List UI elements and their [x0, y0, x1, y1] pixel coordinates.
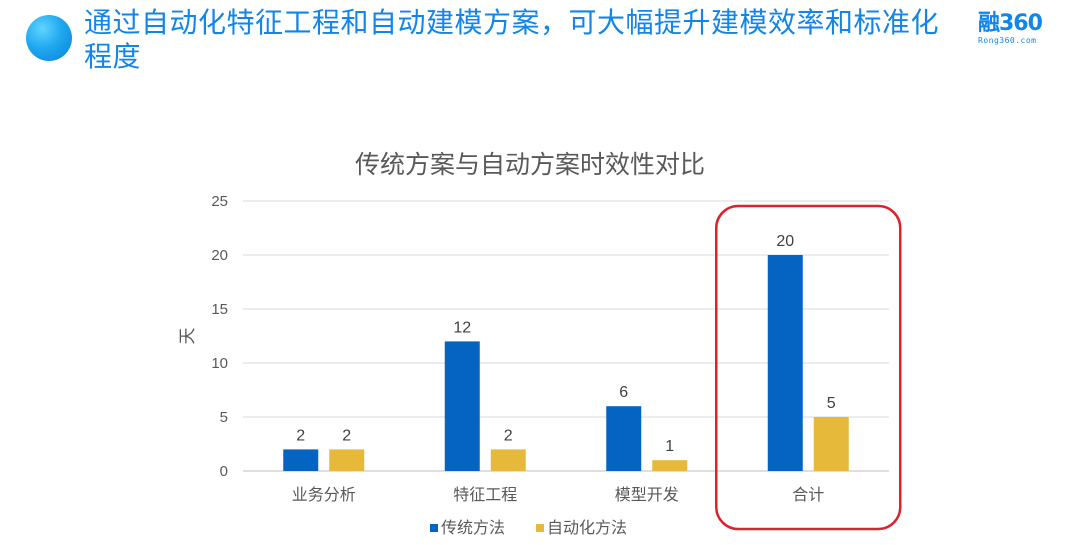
legend: 传统方法 自动化方法: [430, 518, 627, 537]
y-tick-label: 0: [220, 463, 228, 480]
data-label: 2: [342, 427, 351, 444]
data-label: 2: [504, 427, 513, 444]
y-tick-label: 5: [220, 409, 228, 426]
y-axis-ticks: 0 5 10 15 20 25: [211, 193, 228, 480]
data-label: 12: [453, 319, 471, 336]
x-category-label: 业务分析: [292, 485, 356, 504]
x-category-label: 特征工程: [453, 485, 517, 504]
title-bullet-icon: [26, 15, 72, 61]
chart-title: 传统方案与自动方案时效性对比: [355, 150, 705, 179]
data-label: 5: [827, 395, 836, 412]
bar: [652, 460, 688, 471]
data-label: 20: [776, 233, 794, 250]
bars: [283, 255, 849, 471]
x-category-label: 合计: [792, 485, 824, 504]
bar: [813, 417, 849, 471]
bar: [767, 255, 803, 471]
legend-swatch: [536, 524, 544, 532]
highlight-box: [715, 204, 902, 531]
y-axis-label: 天: [178, 328, 198, 345]
y-tick-label: 15: [211, 301, 228, 318]
y-tick-label: 10: [211, 355, 228, 372]
y-tick-label: 25: [211, 193, 228, 210]
logo-text: 融360: [978, 11, 1043, 36]
legend-swatch: [430, 524, 438, 532]
bar: [283, 449, 319, 471]
bar: [606, 406, 642, 471]
page-headline: 通过自动化特征工程和自动建模方案，可大幅提升建模效率和标准化程度: [84, 6, 940, 73]
y-tick-label: 20: [211, 247, 228, 264]
logo-subtext: Rong360.com: [978, 36, 1037, 45]
legend-label: 自动化方法: [547, 518, 627, 537]
bar: [329, 449, 365, 471]
x-category-label: 模型开发: [615, 485, 679, 504]
data-label: 1: [665, 438, 674, 455]
category-labels: 业务分析 特征工程 模型开发 合计: [292, 485, 825, 504]
legend-label: 传统方法: [441, 518, 505, 537]
brand-logo: 融360 Rong360.com: [978, 12, 1058, 46]
data-label: 2: [296, 427, 305, 444]
bar: [490, 449, 526, 471]
bar: [444, 341, 480, 471]
data-label: 6: [619, 384, 628, 401]
